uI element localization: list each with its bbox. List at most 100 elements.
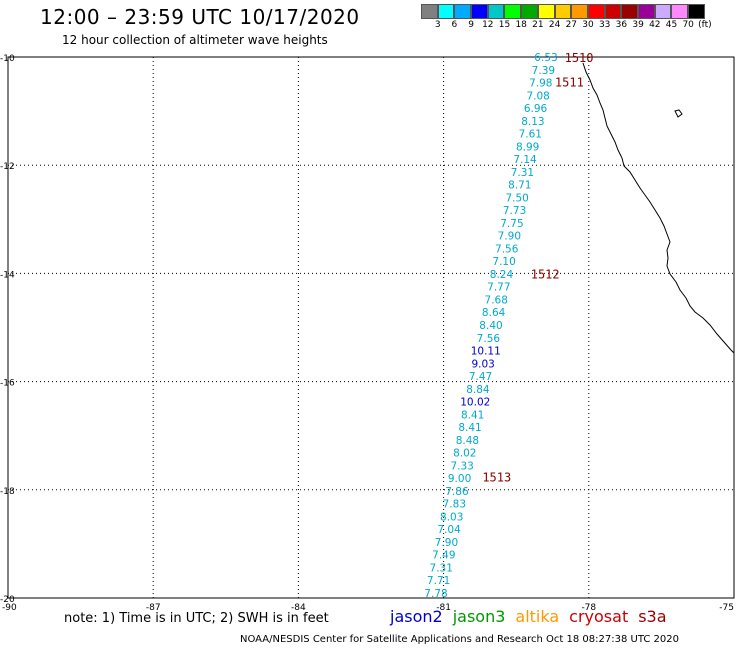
scale-swatch: [621, 4, 638, 19]
wave-height-value: 9.00: [448, 473, 471, 485]
scale-swatch: [637, 4, 655, 19]
scale-label: (ft): [698, 20, 712, 30]
scale-label: 6: [451, 20, 458, 30]
scale-swatch: [421, 4, 438, 19]
time-label: 1511: [555, 75, 584, 89]
lat-label: -12: [0, 162, 15, 172]
lon-label: -90: [2, 603, 17, 613]
scale-label: 39: [632, 20, 644, 30]
satellite-altika: altika: [515, 607, 560, 626]
scale-swatch: [537, 4, 555, 19]
scale-label: 45: [665, 20, 678, 30]
scale-swatch: [487, 4, 505, 19]
map-title: 12:00 – 23:59 UTC 10/17/2020: [40, 5, 360, 29]
scale-label: 36: [615, 20, 628, 30]
lat-label: -16: [0, 379, 15, 389]
wave-height-value: 7.49: [432, 550, 455, 562]
scale-swatch: [521, 4, 538, 19]
coastline: [582, 62, 735, 354]
wave-height-value: 8.03: [440, 511, 463, 523]
wave-height-value: 7.56: [495, 243, 519, 255]
scale-label: 3: [434, 20, 441, 30]
scale-swatch: [437, 4, 455, 19]
scale-label: 12: [482, 20, 494, 30]
wave-height-value: 9.03: [471, 358, 494, 370]
map-frame: [7, 56, 735, 599]
wave-height-value: 8.99: [516, 141, 539, 153]
lat-label: -20: [0, 595, 15, 605]
wave-height-value: 8.64: [482, 307, 506, 319]
wave-height-value: 7.86: [445, 486, 469, 498]
lon-label: -78: [581, 603, 596, 613]
scale-swatch: [654, 4, 672, 19]
lat-label: -10: [0, 54, 15, 64]
scale-swatch: [587, 4, 605, 19]
wave-height-value: 8.71: [508, 180, 531, 192]
wave-height-value: 7.71: [427, 575, 450, 587]
scale-swatch: [454, 4, 472, 19]
wave-height-value: 7.10: [492, 256, 515, 268]
scale-label: 33: [598, 20, 611, 30]
scale-label: 18: [515, 20, 527, 30]
scale-swatch: [671, 4, 688, 19]
wave-height-value: 10.11: [471, 346, 501, 358]
color-scale-labels: 3 6 9 12 15 18 21 24 27 30 33 36 39 42 45 70 (ft): [421, 19, 712, 33]
scale-label: 70: [682, 20, 694, 30]
scale-swatch: [554, 4, 572, 19]
wave-height-value: 7.61: [519, 129, 542, 141]
wave-height-value: 8.24: [490, 269, 514, 281]
footer-note: note: 1) Time is in UTC; 2) SWH is in fe…: [64, 611, 329, 626]
map-subtitle: 12 hour collection of altimeter wave hei…: [62, 33, 328, 47]
wave-height-value: 6.53: [534, 52, 557, 64]
wave-height-value: 7.31: [430, 562, 453, 574]
wave-height-value: 10.02: [460, 397, 490, 409]
wave-height-value: 7.90: [435, 537, 458, 549]
wave-height-value: 8.41: [461, 409, 484, 421]
time-labels: 1510 1511 1512 1513: [482, 51, 593, 484]
wave-height-value: 8.41: [458, 422, 481, 434]
scale-swatch: [504, 4, 522, 19]
satellite-cryosat: cryosat: [569, 607, 629, 626]
wave-height-value: 7.90: [498, 231, 521, 243]
lon-label: -81: [436, 603, 451, 613]
scale-swatch: [571, 4, 588, 19]
wave-height-value: 7.77: [487, 282, 510, 294]
wave-height-value: 7.68: [485, 294, 508, 306]
wave-height-value: 7.33: [450, 460, 473, 472]
color-scale-boxes: [421, 4, 705, 19]
lat-label: -14: [0, 270, 15, 280]
scale-label: 24: [548, 20, 561, 30]
island: [674, 109, 683, 118]
color-scale-legend: 3 6 9 12 15 18 21 24 27 30 33 36 39 42 45 70 (ft): [421, 4, 712, 33]
satellite-jason2: jason2: [390, 607, 443, 626]
wave-height-value: 8.48: [456, 435, 479, 447]
wave-height-value: 6.96: [524, 103, 548, 115]
wave-height-value: 8.40: [479, 320, 502, 332]
altimeter-track: 6.537.397.987.086.968.137.618.997.14 7.31…: [424, 52, 557, 600]
wave-height-value: 8.02: [453, 448, 476, 460]
wave-height-value: 7.08: [526, 90, 549, 102]
time-label: 1512: [531, 267, 560, 281]
wave-height-value: 7.75: [500, 218, 523, 230]
axis-labels: -10 -12 -14 -16 -18 -20-90 -87 -84 -81 -78 -75: [0, 54, 734, 613]
wave-height-value: 7.78: [424, 588, 447, 600]
scale-swatch: [471, 4, 488, 19]
scale-label: 27: [565, 20, 578, 30]
lon-label: -87: [146, 603, 161, 613]
wave-height-value: 7.14: [513, 154, 537, 166]
wave-height-value: 7.83: [443, 499, 466, 511]
map-grid: [8, 57, 734, 598]
satellite-legend: jason2 jason3 altika cryosat s3a: [390, 607, 677, 626]
wave-height-value: 7.47: [469, 371, 492, 383]
lon-label: -75: [719, 603, 734, 613]
satellite-jason3: jason3: [452, 607, 506, 626]
wave-height-value: 7.04: [437, 524, 461, 536]
wave-height-value: 8.13: [521, 116, 544, 128]
time-label: 1510: [565, 51, 594, 65]
wave-height-value: 7.98: [529, 78, 552, 90]
wave-height-value: 7.39: [532, 65, 555, 77]
lon-label: -84: [291, 603, 306, 613]
scale-swatch: [688, 4, 705, 19]
credit-line: NOAA/NESDIS Center for Satellite Applica…: [240, 634, 679, 645]
